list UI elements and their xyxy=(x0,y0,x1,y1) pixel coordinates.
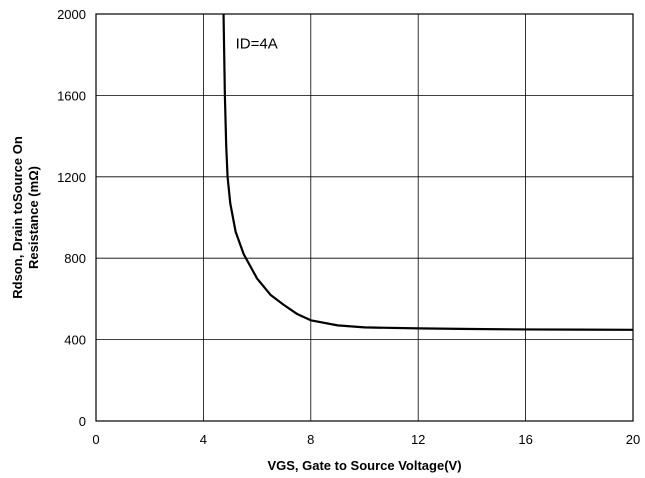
y-tick-label: 2000 xyxy=(57,7,86,22)
y-tick-label: 1600 xyxy=(57,88,86,103)
x-tick-label: 12 xyxy=(411,432,425,447)
y-axis-title: Rdson, Drain toSource On Resistance (mΩ) xyxy=(10,136,41,299)
y-tick-label: 0 xyxy=(79,414,86,429)
y-axis-title-line-1: Rdson, Drain toSource On xyxy=(10,136,25,299)
tick-labels: 0 4 8 12 16 20 0 400 800 1200 1600 2000 xyxy=(57,7,640,447)
x-tick-label: 16 xyxy=(518,432,532,447)
x-tick-label: 20 xyxy=(626,432,640,447)
plot-frame xyxy=(95,13,634,422)
y-axis-title-line-2: Resistance (mΩ) xyxy=(26,166,41,269)
x-axis-title: VGS, Gate to Source Voltage(V) xyxy=(267,458,461,473)
y-tick-label: 800 xyxy=(64,251,86,266)
series-layer xyxy=(222,13,634,331)
series-line xyxy=(222,13,634,331)
y-tick-label: 1200 xyxy=(57,170,86,185)
annotation-label: ID=4A xyxy=(236,36,278,53)
x-tick-label: 0 xyxy=(92,432,99,447)
plot-background xyxy=(96,14,633,421)
y-tick-label: 400 xyxy=(64,333,86,348)
x-tick-label: 4 xyxy=(200,432,207,447)
annotations: ID=4A xyxy=(236,36,278,53)
x-tick-label: 8 xyxy=(307,432,314,447)
